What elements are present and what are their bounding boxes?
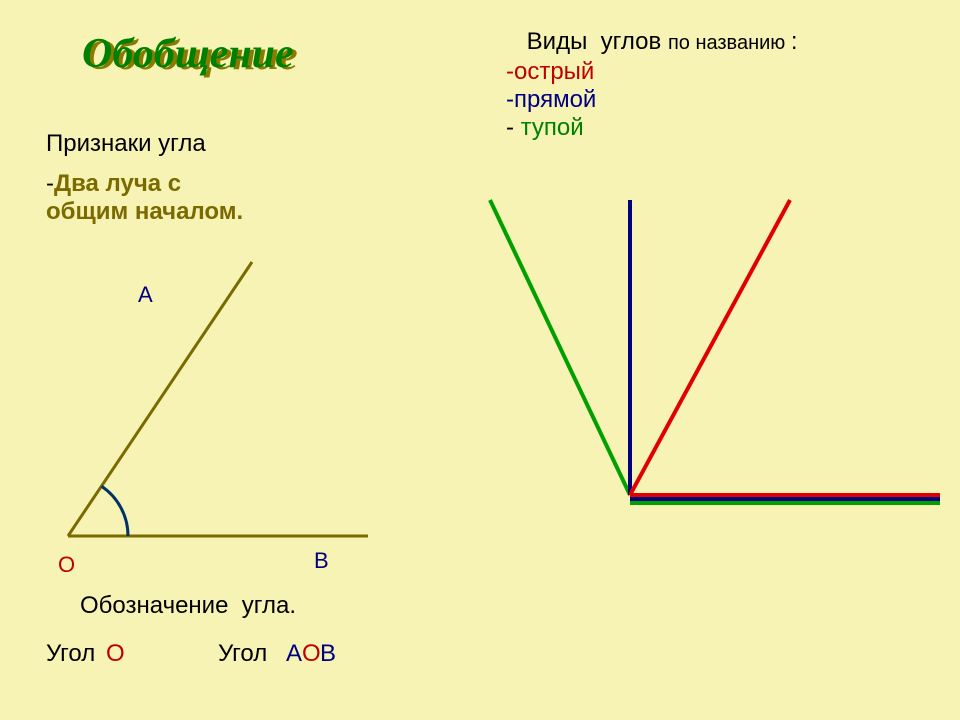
right-navy: [630, 200, 940, 499]
obtuse-green: [490, 200, 940, 503]
acute-red: [630, 200, 940, 495]
right-angles-diagram: [0, 0, 960, 720]
